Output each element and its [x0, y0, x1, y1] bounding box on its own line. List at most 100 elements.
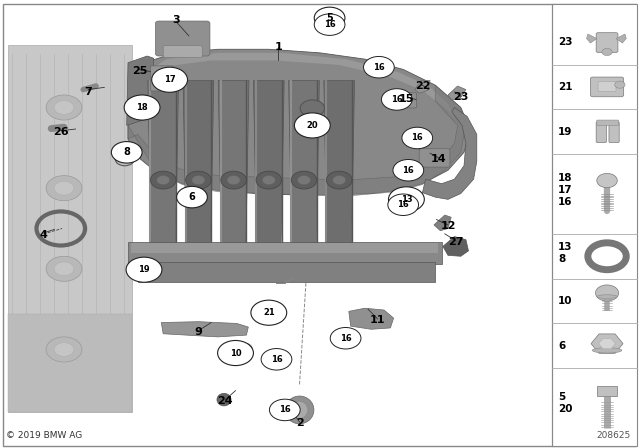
Circle shape — [126, 257, 162, 282]
Polygon shape — [415, 81, 430, 93]
FancyBboxPatch shape — [419, 149, 450, 167]
Text: 20: 20 — [307, 121, 318, 130]
FancyBboxPatch shape — [596, 122, 607, 142]
FancyBboxPatch shape — [8, 45, 132, 412]
Polygon shape — [434, 215, 451, 231]
Text: 16: 16 — [391, 95, 403, 104]
Circle shape — [595, 285, 618, 301]
FancyBboxPatch shape — [596, 386, 617, 396]
Polygon shape — [422, 108, 477, 199]
Circle shape — [388, 194, 419, 215]
Text: © 2019 BMW AG: © 2019 BMW AG — [6, 431, 83, 440]
Text: 10: 10 — [230, 349, 241, 358]
FancyBboxPatch shape — [598, 82, 616, 91]
FancyBboxPatch shape — [150, 66, 173, 91]
Circle shape — [54, 101, 74, 114]
Text: 16: 16 — [373, 63, 385, 72]
Circle shape — [251, 300, 287, 325]
Text: 5: 5 — [326, 13, 333, 23]
Ellipse shape — [300, 100, 324, 117]
Text: 10: 10 — [558, 296, 573, 306]
Text: 5
20: 5 20 — [558, 392, 573, 414]
Polygon shape — [144, 53, 454, 117]
FancyBboxPatch shape — [394, 93, 417, 108]
Text: 1: 1 — [275, 42, 282, 52]
Circle shape — [46, 176, 82, 201]
Circle shape — [221, 171, 246, 189]
Ellipse shape — [285, 396, 314, 424]
Circle shape — [262, 176, 275, 185]
Circle shape — [218, 340, 253, 366]
FancyBboxPatch shape — [596, 33, 618, 52]
Circle shape — [150, 171, 176, 189]
Text: 16: 16 — [271, 355, 282, 364]
Circle shape — [388, 187, 424, 212]
Circle shape — [615, 81, 625, 88]
Circle shape — [314, 14, 345, 35]
Polygon shape — [324, 81, 355, 253]
Ellipse shape — [596, 295, 617, 298]
Circle shape — [54, 181, 74, 195]
FancyBboxPatch shape — [3, 4, 636, 446]
Polygon shape — [586, 34, 596, 43]
Text: 16: 16 — [324, 20, 335, 29]
FancyBboxPatch shape — [590, 77, 624, 97]
Text: 16: 16 — [412, 134, 423, 142]
Circle shape — [381, 89, 412, 110]
Circle shape — [596, 173, 617, 188]
Circle shape — [291, 171, 317, 189]
Text: 23: 23 — [558, 37, 573, 47]
Polygon shape — [443, 237, 468, 256]
Text: 12: 12 — [440, 221, 456, 231]
Text: 16: 16 — [397, 200, 409, 209]
Circle shape — [46, 256, 82, 281]
Ellipse shape — [217, 393, 231, 406]
Text: 19: 19 — [558, 127, 572, 137]
Polygon shape — [289, 81, 319, 253]
Text: 13: 13 — [401, 195, 412, 204]
Circle shape — [46, 337, 82, 362]
Ellipse shape — [292, 401, 308, 418]
FancyBboxPatch shape — [552, 4, 637, 446]
FancyBboxPatch shape — [163, 46, 202, 57]
FancyBboxPatch shape — [596, 120, 619, 125]
Circle shape — [402, 127, 433, 149]
Circle shape — [330, 327, 361, 349]
Text: 21: 21 — [558, 82, 573, 92]
Polygon shape — [127, 56, 154, 125]
Polygon shape — [138, 262, 435, 282]
Text: 27: 27 — [448, 237, 463, 247]
Text: 18: 18 — [136, 103, 148, 112]
Circle shape — [54, 343, 74, 356]
Circle shape — [333, 176, 346, 185]
Polygon shape — [253, 81, 284, 253]
Text: 19: 19 — [138, 265, 150, 274]
Circle shape — [326, 171, 352, 189]
Text: 8: 8 — [124, 147, 130, 157]
Polygon shape — [128, 85, 464, 196]
Circle shape — [124, 95, 160, 120]
Polygon shape — [131, 264, 160, 273]
Circle shape — [364, 56, 394, 78]
Circle shape — [111, 142, 142, 163]
Polygon shape — [448, 86, 466, 99]
Polygon shape — [128, 242, 442, 264]
Polygon shape — [218, 81, 249, 253]
Text: 16: 16 — [279, 405, 291, 414]
Circle shape — [54, 262, 74, 276]
Circle shape — [177, 186, 207, 208]
Ellipse shape — [593, 348, 622, 353]
Circle shape — [261, 349, 292, 370]
Text: 18
17
16: 18 17 16 — [558, 173, 573, 207]
Polygon shape — [183, 81, 214, 253]
Text: 15: 15 — [399, 94, 414, 103]
Text: 2: 2 — [296, 418, 303, 428]
Circle shape — [46, 95, 82, 120]
Text: 4: 4 — [40, 230, 47, 240]
Text: 25: 25 — [132, 66, 147, 76]
Circle shape — [294, 113, 330, 138]
Polygon shape — [261, 302, 282, 316]
Text: 13
8: 13 8 — [558, 241, 573, 264]
Circle shape — [298, 176, 310, 185]
Text: 9: 9 — [195, 327, 202, 337]
